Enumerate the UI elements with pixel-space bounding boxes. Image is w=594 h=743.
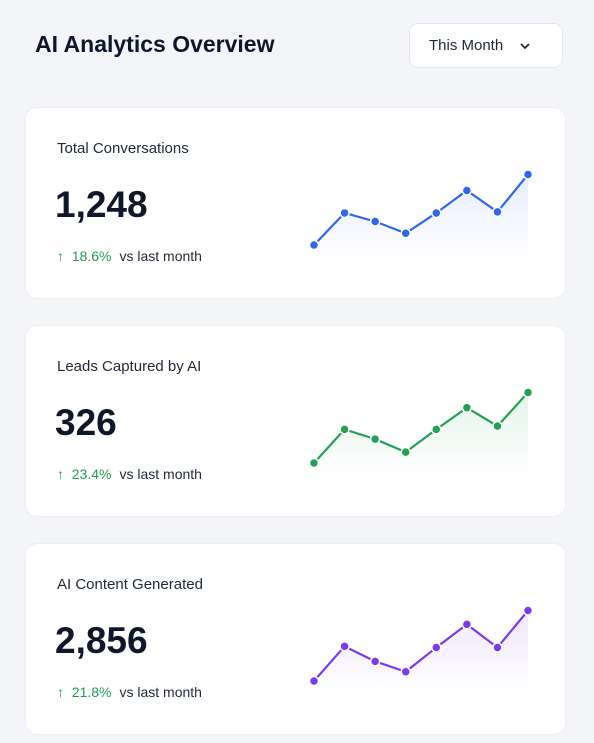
sparkline-line [313,391,529,464]
card-value: 1,248 [55,184,148,225]
sparkline-point [431,424,442,435]
card-title: Leads Captured by AI [57,358,202,375]
sparkline-point [461,402,473,413]
sparkline-point [492,642,503,653]
sparkline [308,387,534,476]
comparison-text: vs last month [119,248,202,264]
change-up: ↑ 21.8% [57,684,111,700]
change-up: ↑ 18.6% [57,248,111,264]
card-title: AI Content Generated [57,576,203,593]
sparkline-point [461,619,473,630]
sparkline-point [308,675,320,687]
sparkline-point [461,185,473,196]
sparkline-point [339,641,350,652]
sparkline-point [431,642,442,653]
change-row: ↑ 18.6% vs last month [57,248,202,264]
chevron-icon [520,42,530,49]
sparkline-point [400,228,411,239]
sparkline-point [400,446,411,458]
sparkline-point [369,656,381,667]
sparkline-point [522,387,534,398]
sparkline-point [492,420,503,432]
card-title: Total Conversations [57,140,189,157]
sparkline-point [369,433,381,445]
change-up: ↑ 23.4% [57,466,111,482]
sparkline-point [339,424,350,435]
sparkline-point [400,666,411,678]
change-row: ↑ 23.4% vs last month [57,466,202,482]
sparkline-line [313,609,529,682]
metric-card: Total Conversations 1,248 ↑ 18.6% vs last m… [25,107,566,299]
sparkline-point [369,216,381,227]
change-value: 23.4% [71,466,112,482]
arrow-icon: ↑ [57,248,72,264]
change-value: 18.6% [71,248,112,264]
comparison-text: vs last month [119,466,202,482]
change-value: 21.8% [71,684,112,700]
sparkline [308,169,534,258]
sparkline-area [314,174,528,258]
sparkline-point [492,206,503,218]
sparkline-point [522,605,534,616]
arrow-icon: ↑ [57,684,72,700]
change-row: ↑ 21.8% vs last month [57,684,202,700]
sparkline-point [522,169,534,180]
sparkline [308,605,534,694]
period-dropdown[interactable]: This Month [409,23,563,68]
sparkline-line [313,173,529,246]
page-title: AI Analytics Overview [35,31,275,57]
card-value: 2,856 [55,620,148,661]
sparkline-point [308,457,320,469]
sparkline-point [308,239,320,251]
comparison-text: vs last month [119,684,202,700]
sparkline-point [339,207,350,219]
metric-card: Leads Captured by AI 326 ↑ 23.4% vs last mo… [25,325,566,517]
metric-card: AI Content Generated 2,856 ↑ 21.8% vs last … [25,543,566,735]
card-value: 326 [55,402,117,443]
period-label: This Month [429,37,504,54]
arrow-icon: ↑ [57,466,72,482]
sparkline-point [431,207,442,219]
